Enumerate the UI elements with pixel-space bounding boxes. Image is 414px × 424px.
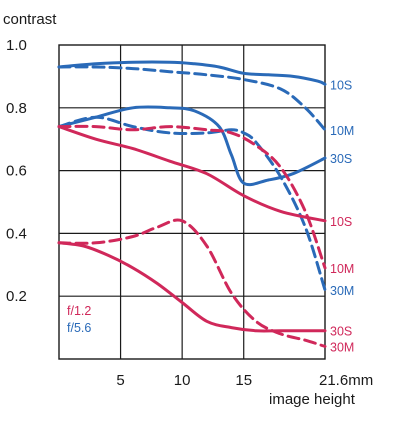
curve-10m-f-5-6 xyxy=(57,65,327,132)
curve-30m-f-1-2 xyxy=(57,218,327,348)
series-label: 30S xyxy=(330,325,352,339)
curve-30m-f-5-6 xyxy=(57,115,327,292)
y-tick-label: 0.8 xyxy=(6,100,27,117)
y-tick-label: 1.0 xyxy=(6,37,27,54)
x-tick-label: 15 xyxy=(235,372,252,389)
y-axis-title: contrast xyxy=(3,11,57,28)
series-label: 30M xyxy=(330,340,354,354)
curve-10s-f-5-6 xyxy=(57,60,327,86)
x-tick-label: 5 xyxy=(116,372,124,389)
y-tick-label: 0.4 xyxy=(6,225,27,242)
series-label: 10S xyxy=(330,215,352,229)
axes: 1.0 0.8 0.6 0.4 0.2 5 10 15 21.6mm xyxy=(6,37,373,389)
series-label: 10S xyxy=(330,78,352,92)
curve-10m-f-1-2 xyxy=(57,124,327,270)
x-tick-label: 21.6mm xyxy=(319,372,373,389)
curve-30s-f-1-2 xyxy=(57,241,327,333)
x-tick-label: 10 xyxy=(174,372,191,389)
grid xyxy=(58,44,326,360)
series-label: 10M xyxy=(330,262,354,276)
plot-frame xyxy=(58,44,326,360)
y-tick-label: 0.6 xyxy=(6,163,27,180)
series-curves xyxy=(57,60,327,348)
curve-10s-f-1-2 xyxy=(57,125,327,223)
y-tick-label: 0.2 xyxy=(6,288,27,305)
legend-item-f5-6: f/5.6 xyxy=(67,321,91,335)
legend: f/1.2 f/5.6 xyxy=(67,304,91,335)
legend-item-f1-2: f/1.2 xyxy=(67,304,91,318)
x-axis-title: image height xyxy=(269,391,356,408)
series-label: 10M xyxy=(330,124,354,138)
curve-30s-f-5-6 xyxy=(57,105,327,187)
series-label: 30S xyxy=(330,152,352,166)
series-label: 30M xyxy=(330,284,354,298)
